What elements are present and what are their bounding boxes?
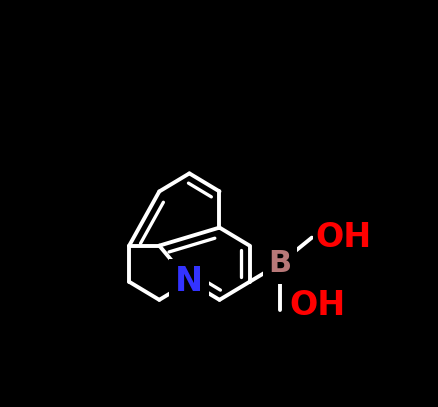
Text: OH: OH	[315, 221, 371, 254]
Text: OH: OH	[289, 289, 345, 322]
Text: B: B	[268, 249, 291, 278]
Text: N: N	[175, 265, 203, 298]
